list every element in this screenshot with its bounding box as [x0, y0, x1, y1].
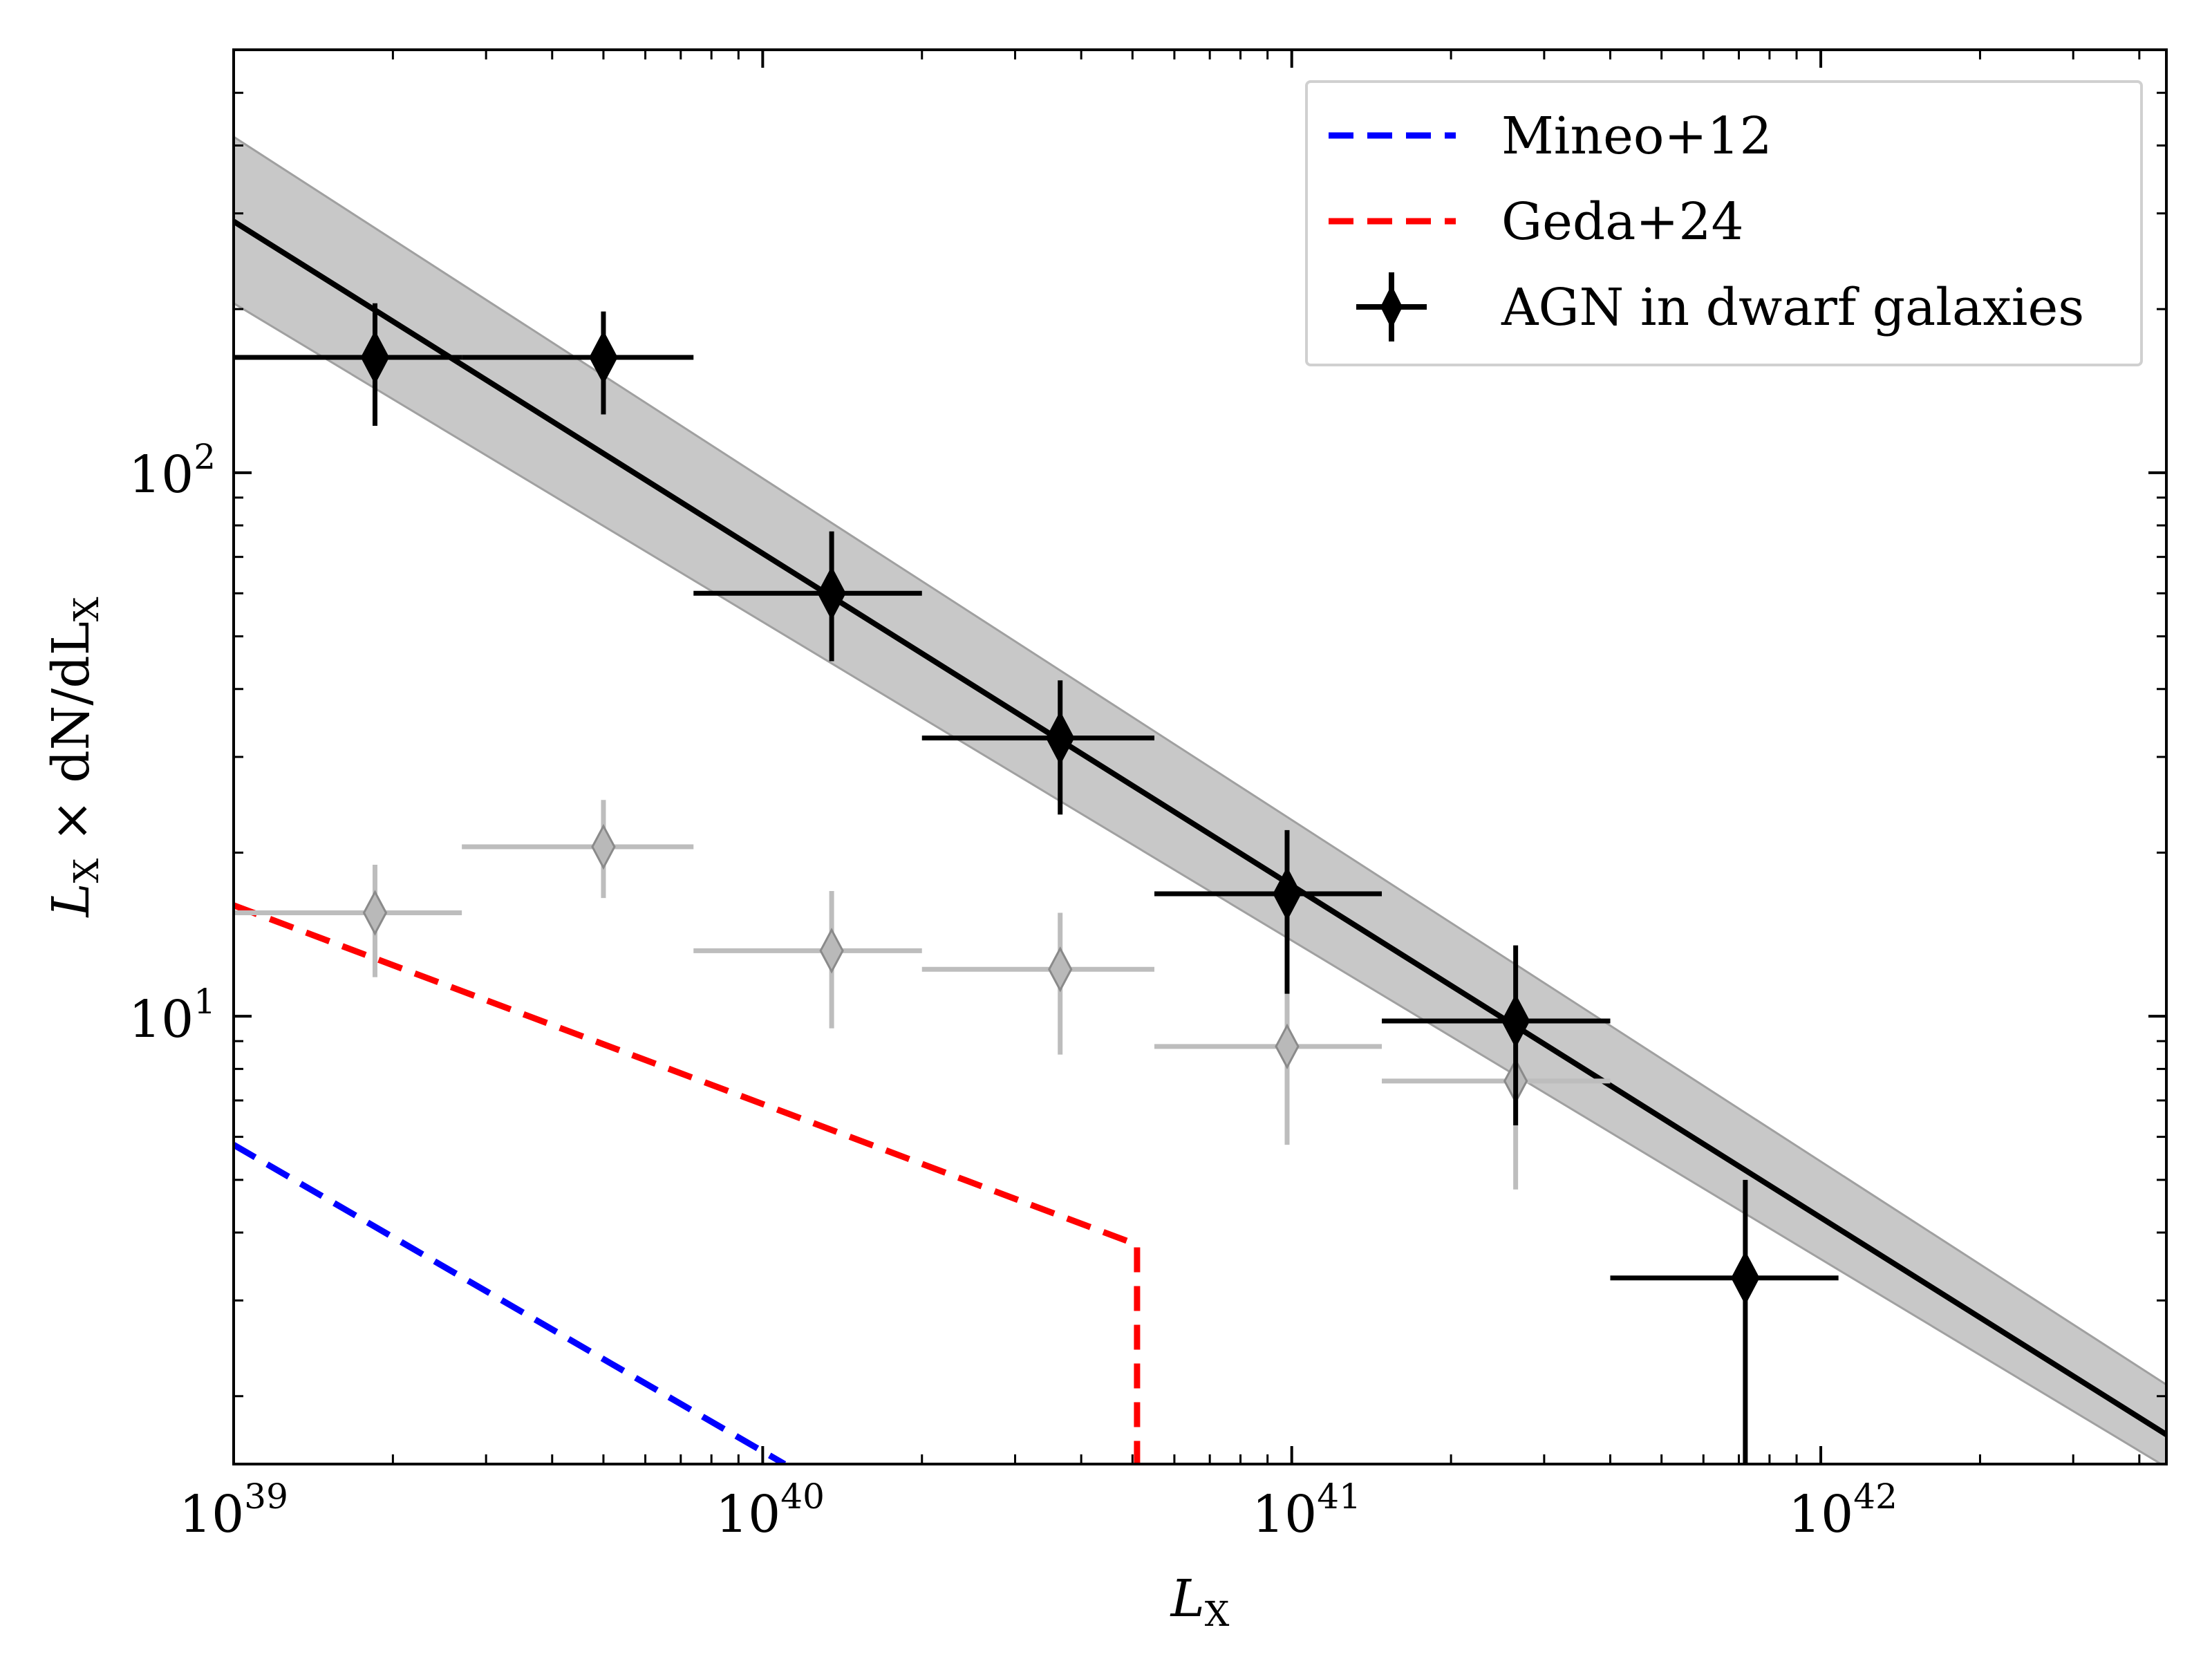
faint-marker-0	[362, 890, 388, 936]
agn-marker-0	[360, 330, 390, 385]
y-tick-label-1e1: 101	[129, 982, 216, 1049]
agn-marker-6	[1731, 1250, 1760, 1305]
legend-geda-label: Geda+24	[1501, 192, 1744, 252]
y-tick-label-1e2: 102	[129, 437, 216, 505]
agn-marker-2	[817, 566, 846, 621]
faint-point-4	[1154, 973, 1382, 1145]
legend-mineo-label: Mineo+12	[1501, 106, 1772, 166]
faint-point-2	[693, 890, 922, 1029]
agn-point-2	[693, 531, 922, 662]
legend-agn-swatch	[1356, 272, 1427, 341]
faint-point-1	[462, 800, 694, 899]
agn-marker-5	[1501, 993, 1530, 1049]
faint-point-0	[234, 864, 462, 977]
fit-line	[234, 218, 2166, 1437]
x-axis-label: LX	[1170, 1569, 1230, 1634]
faint-marker-2	[819, 928, 844, 974]
faint-marker-3	[1048, 946, 1073, 993]
agn-point-5	[1382, 945, 1611, 1125]
x-tick-label-1e42: 1042	[1788, 1477, 1897, 1544]
axis-ticks	[232, 48, 2166, 1464]
faint-points-group	[234, 800, 1611, 1190]
faint-marker-1	[591, 823, 616, 870]
plot-area	[234, 135, 2166, 1464]
legend: Mineo+12 Geda+24 AGN in dwarf galaxies	[1305, 80, 2143, 366]
y-axis-label: LX × dN/dLX	[41, 597, 106, 918]
agn-point-3	[921, 680, 1154, 815]
x-tick-label-1e39: 1039	[179, 1477, 288, 1544]
agn-point-6	[1610, 1179, 1839, 1464]
agn-point-4	[1154, 830, 1382, 994]
faint-marker-4	[1275, 1023, 1300, 1069]
agn-marker-1	[589, 330, 618, 385]
agn-points-group	[234, 303, 1839, 1464]
legend-box	[1305, 80, 2143, 366]
agn-marker-4	[1273, 866, 1302, 921]
geda-24-line	[234, 902, 1141, 1464]
faint-point-3	[921, 912, 1154, 1055]
legend-agn-label: AGN in dwarf galaxies	[1501, 278, 2084, 337]
agn-point-1	[462, 311, 694, 415]
x-tick-label-1e41: 1041	[1252, 1477, 1361, 1544]
x-tick-label-1e40: 1040	[715, 1477, 825, 1544]
agn-point-0	[234, 303, 462, 426]
mineo-12-line	[234, 1142, 787, 1464]
agn-marker-3	[1046, 711, 1075, 765]
